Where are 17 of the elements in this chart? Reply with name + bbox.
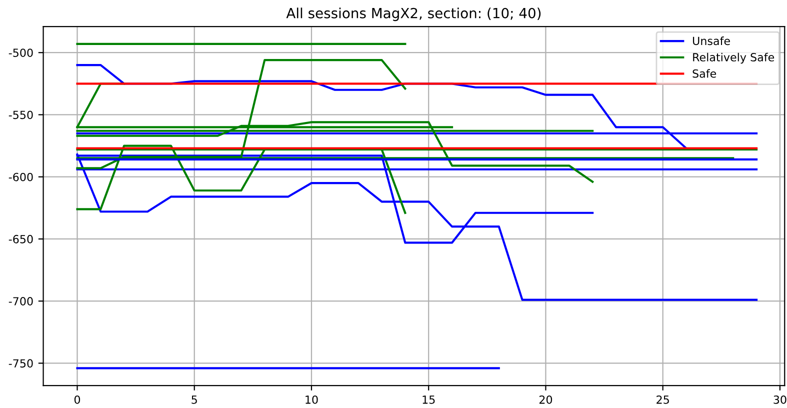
y-tick-label: -600 [8, 172, 33, 182]
y-tick-label: -500 [8, 48, 33, 57]
x-tick-label: 15 [422, 396, 435, 404]
chart-title: All sessions MagX2, section: (10; 40) [286, 8, 541, 22]
legend-label: Unsafe [692, 36, 730, 46]
y-tick-label: -650 [8, 234, 33, 244]
y-tick-label: -700 [8, 297, 33, 306]
x-tick-label: 0 [74, 395, 80, 404]
legend-label: Safe [692, 69, 716, 78]
x-tick-label: 20 [539, 395, 552, 404]
legend-label: Relatively Safe [693, 52, 774, 64]
x-tick-label: 5 [192, 396, 197, 404]
y-tick-label: -550 [8, 110, 33, 120]
y-tick-label: -750 [8, 359, 33, 368]
x-tick-label: 10 [306, 395, 318, 404]
x-tick-label: 25 [656, 395, 669, 404]
x-tick-label: 30 [774, 395, 786, 404]
